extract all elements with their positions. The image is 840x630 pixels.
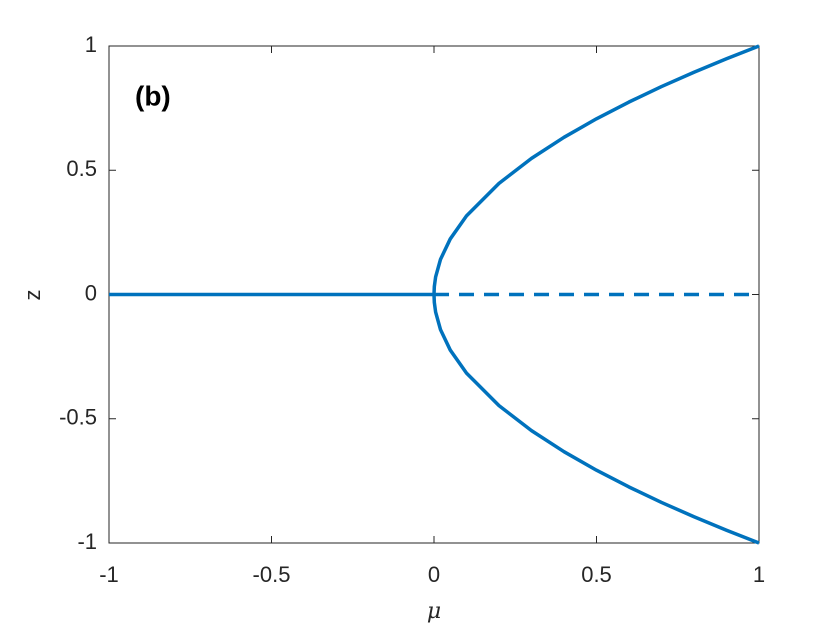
line [432, 44, 760, 295]
x-tick-label: -1 [99, 562, 119, 587]
y-axis-label: z [20, 290, 45, 301]
y-tick-label: 0 [85, 280, 97, 305]
y-tick-label: 1 [85, 32, 97, 57]
line [432, 294, 760, 545]
x-axis-label: μ [427, 599, 441, 624]
x-tick-label: 1 [753, 562, 765, 587]
x-tick-label: 0.5 [581, 562, 612, 587]
x-tick-label: 0 [428, 562, 440, 587]
y-tick-label: 0.5 [66, 156, 97, 181]
x-tick-label: -0.5 [253, 562, 291, 587]
y-tick-label: -1 [77, 529, 97, 554]
panel-label: (b) [135, 80, 171, 111]
y-tick-label: -0.5 [59, 405, 97, 430]
